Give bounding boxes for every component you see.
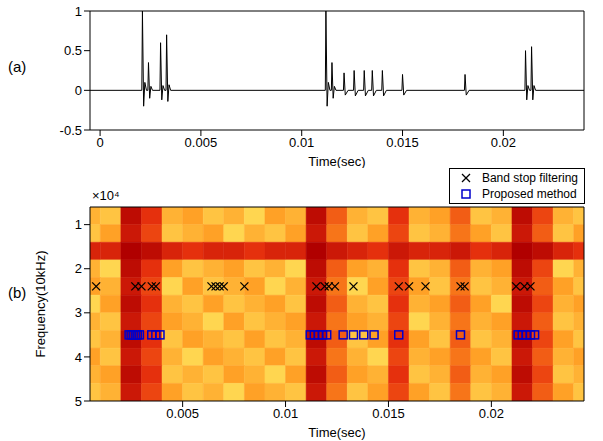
svg-text:1: 1	[75, 217, 82, 232]
svg-text:2: 2	[75, 261, 82, 276]
svg-text:Time(sec): Time(sec)	[308, 154, 365, 168]
svg-text:4: 4	[75, 350, 82, 365]
svg-text:0.01: 0.01	[273, 406, 298, 421]
svg-text:0.005: 0.005	[166, 406, 199, 421]
svg-text:0.5: 0.5	[64, 43, 82, 58]
svg-text:-0.5: -0.5	[60, 123, 82, 138]
html-text:Proposed method: Proposed method	[481, 187, 577, 201]
svg-text:1: 1	[75, 4, 82, 19]
html-text:(b): (b)	[8, 284, 27, 301]
svg-text:0: 0	[75, 83, 82, 98]
svg-text:0.015: 0.015	[372, 406, 405, 421]
svg-text:0.02: 0.02	[491, 135, 516, 150]
svg-text:3: 3	[75, 305, 82, 320]
svg-text:Time(sec): Time(sec)	[308, 425, 365, 440]
svg-text:0.01: 0.01	[289, 135, 314, 150]
html-text:Band stop filtering: Band stop filtering	[481, 171, 578, 185]
svg-text:0.015: 0.015	[386, 135, 419, 150]
svg-text:Frequency(10kHz): Frequency(10kHz)	[33, 251, 48, 358]
svg-text:0: 0	[96, 135, 103, 150]
html-text:(a): (a)	[8, 58, 27, 75]
svg-text:0.005: 0.005	[185, 135, 218, 150]
svg-text:5: 5	[75, 394, 82, 409]
svg-text:0.02: 0.02	[479, 406, 504, 421]
html-text:×10⁴: ×10⁴	[92, 188, 120, 203]
